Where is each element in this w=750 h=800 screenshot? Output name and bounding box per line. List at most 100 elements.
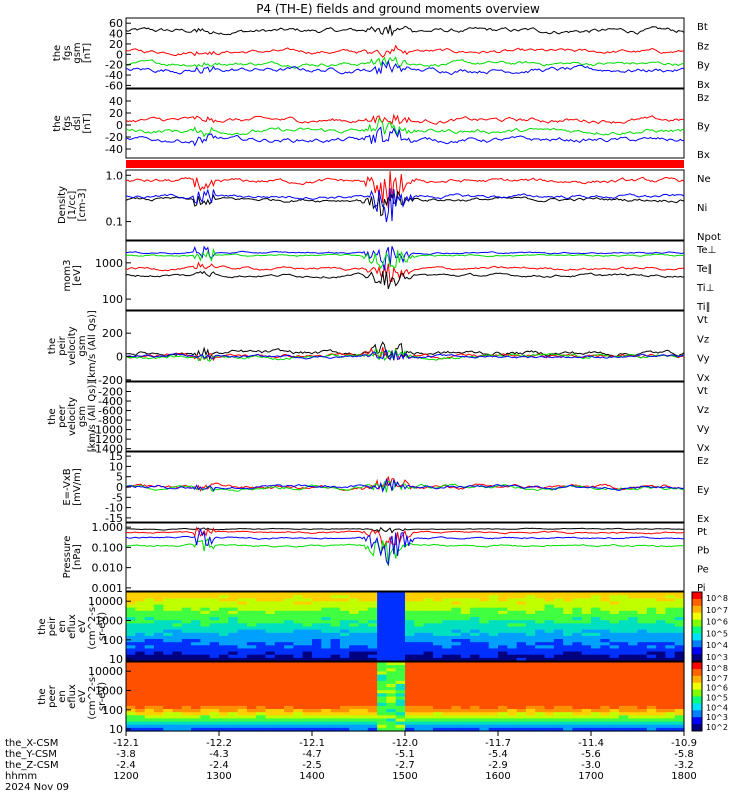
spectrogram-cell [265, 632, 276, 637]
spectrogram-cell [200, 690, 211, 694]
spectrogram-cell [535, 677, 546, 682]
ephemeris-value: -2.9 [488, 760, 508, 771]
spectrogram-cell [377, 674, 387, 679]
spectrogram-cell [432, 620, 443, 624]
spectrogram-cell [274, 662, 285, 666]
spectrogram-cell [628, 709, 639, 713]
spectrogram-cell [284, 613, 294, 618]
spectrogram-cell [572, 626, 583, 631]
spectrogram-cell [665, 604, 676, 609]
spectrogram-cell [265, 699, 276, 704]
spectrogram-cell [395, 699, 406, 704]
spectrogram-cell [358, 718, 369, 723]
spectrogram-cell [135, 635, 146, 640]
spectrogram-cell [349, 680, 360, 685]
spectrogram-cell [479, 712, 490, 716]
spectrogram-cell [256, 607, 267, 612]
spectrogram-cell [312, 671, 322, 676]
spectrogram-cell [498, 674, 508, 679]
spectrogram-cell [144, 687, 155, 691]
spectrogram-cell [525, 702, 536, 707]
spectrogram-cell [405, 680, 415, 685]
spectrogram-cell [191, 610, 201, 615]
spectrogram-cell [581, 677, 592, 682]
spectrogram-cell [451, 610, 462, 615]
spectrogram-cell [414, 632, 425, 637]
colorbar-tick-label: 10^7 [706, 674, 728, 683]
spectrogram-cell [237, 620, 248, 624]
spectrogram-cell [153, 680, 164, 685]
spectrogram-cell [358, 595, 369, 599]
spectrogram-cell [330, 604, 341, 609]
spectrogram-cell [246, 665, 257, 669]
y-axis-label-line: peir [47, 616, 58, 636]
spectrogram-cell [377, 651, 387, 656]
spectrogram-cell [293, 715, 304, 720]
spectrogram-cell [209, 648, 220, 653]
spectrogram-cell [563, 639, 573, 643]
spectrogram-cell [498, 598, 508, 603]
spectrogram-cell [172, 607, 183, 612]
spectrogram-cell [525, 690, 536, 694]
spectrogram-cell [144, 654, 155, 659]
spectrogram-cell [395, 690, 406, 694]
spectrogram-cell [665, 648, 676, 653]
spectrogram-cell [498, 668, 508, 673]
spectrogram-cell [293, 674, 304, 679]
spectrogram-cell [516, 727, 527, 732]
spectrogram-cell [209, 705, 220, 710]
spectrogram-cell [339, 696, 350, 701]
spectrogram-cell [321, 718, 332, 723]
spectrogram-cell [274, 645, 285, 650]
spectrogram-cell [228, 721, 239, 726]
spectrogram-cell [442, 680, 453, 685]
spectrogram-cell [628, 724, 639, 729]
spectrogram-cell [414, 629, 425, 634]
spectrogram-cell [572, 718, 583, 723]
spectrogram-cell [274, 601, 285, 606]
spectrogram-cell [665, 705, 676, 710]
spectrogram-cell [293, 632, 304, 637]
series-line-Bx [125, 126, 685, 147]
spectrogram-cell [386, 657, 397, 662]
spectrogram-cell [135, 683, 146, 688]
spectrogram-cell [581, 642, 592, 646]
spectrogram-cell [600, 632, 611, 637]
spectrogram-cell [302, 613, 313, 618]
spectrogram-cell [451, 626, 462, 631]
spectrogram-cell [451, 680, 462, 685]
spectrogram-cell [126, 592, 136, 596]
spectrogram-cell [544, 598, 555, 603]
spectrogram-cell [312, 651, 322, 656]
spectrogram-cell [563, 683, 573, 688]
spectrogram-cell [618, 632, 629, 637]
spectrogram-cell [153, 613, 164, 618]
spectrogram-cell [553, 642, 564, 646]
legend-Ti⊥: Ti⊥ [696, 283, 714, 294]
spectrogram-cell [572, 724, 583, 729]
spectrogram-cell [498, 629, 508, 634]
spectrogram-cell [553, 604, 564, 609]
spectrogram-cell [563, 693, 573, 698]
spectrogram-cell [219, 724, 229, 729]
spectrogram-cell [488, 604, 499, 609]
spectrogram-cell [312, 680, 322, 685]
spectrogram-cell [200, 620, 211, 624]
spectrogram-cell [516, 598, 527, 603]
spectrogram-cell [460, 629, 471, 634]
spectrogram-cell [181, 617, 192, 621]
spectrogram-cell [674, 677, 685, 682]
spectrogram-cell [488, 683, 499, 688]
spectrogram-cell [442, 635, 453, 640]
spectrogram-cell [228, 683, 239, 688]
spectrogram-cell [637, 620, 648, 624]
spectrogram-cell [498, 639, 508, 643]
spectrogram-cell [507, 651, 518, 656]
spectrogram-cell [646, 687, 657, 691]
y-axis-label-line: the [52, 45, 63, 61]
spectrogram-cell [219, 654, 229, 659]
spectrogram-cell [507, 642, 518, 646]
spectrogram-cell [377, 626, 387, 631]
spectrogram-cell [256, 702, 267, 707]
